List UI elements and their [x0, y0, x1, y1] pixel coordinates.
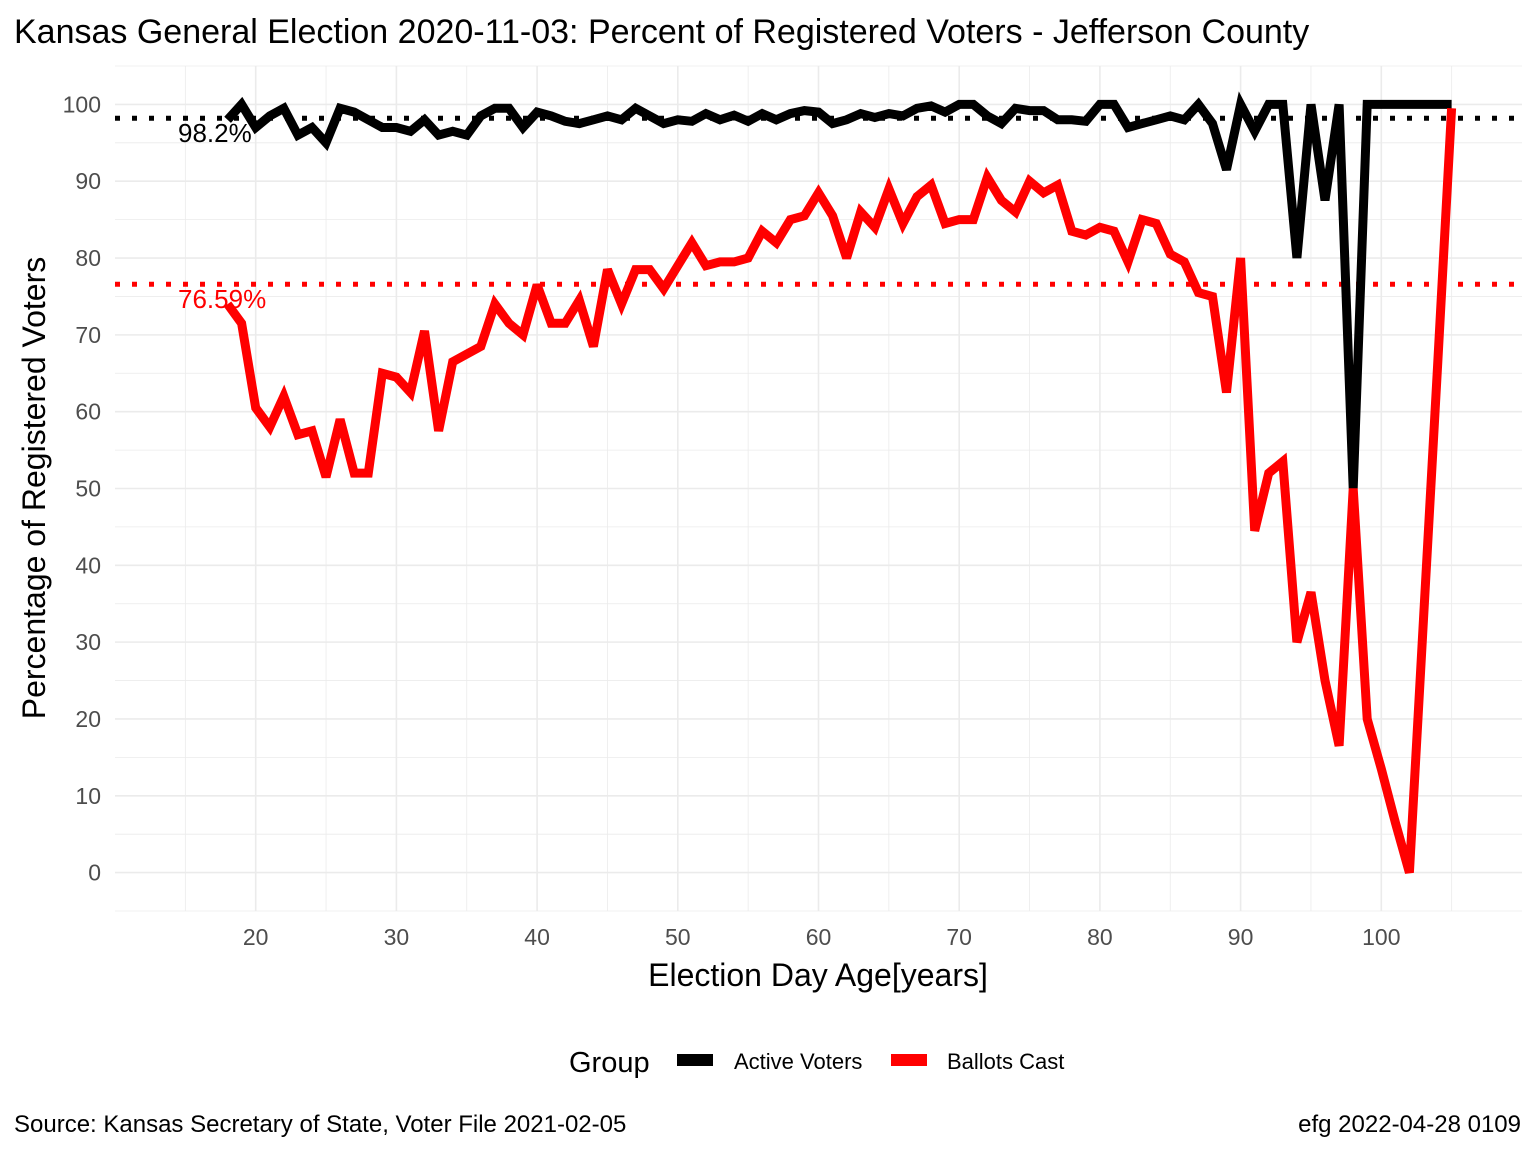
legend-swatch-active-voters	[677, 1054, 713, 1066]
x-tick-label: 60	[806, 924, 832, 950]
y-tick-label: 60	[75, 399, 101, 425]
y-tick-label: 10	[75, 783, 101, 809]
legend-title: Group	[569, 1047, 650, 1079]
y-axis-title: Percentage of Registered Voters	[16, 257, 52, 720]
y-tick-label: 0	[88, 860, 101, 886]
reference-label-ballots-cast: 76.59%	[178, 284, 266, 314]
legend-swatch-ballots-cast	[891, 1054, 927, 1066]
x-tick-label: 90	[1228, 924, 1254, 950]
x-tick-label: 30	[384, 924, 410, 950]
reference-label-active-voters: 98.2%	[178, 118, 252, 148]
y-tick-label: 90	[75, 168, 101, 194]
x-tick-label: 20	[243, 924, 269, 950]
legend-label-ballots-cast: Ballots Cast	[947, 1049, 1064, 1074]
x-tick-label: 40	[524, 924, 550, 950]
series-lines	[223, 91, 1457, 874]
x-tick-label: 80	[1087, 924, 1113, 950]
y-tick-label: 40	[75, 552, 101, 578]
x-tick-label: 100	[1362, 924, 1400, 950]
source-caption: Source: Kansas Secretary of State, Voter…	[14, 1111, 626, 1138]
x-tick-label: 50	[665, 924, 691, 950]
timestamp-caption: efg 2022-04-28 0109	[1298, 1111, 1521, 1138]
y-tick-label: 50	[75, 476, 101, 502]
legend-label-active-voters: Active Voters	[734, 1049, 862, 1074]
y-tick-label: 30	[75, 629, 101, 655]
x-axis-title: Election Day Age[years]	[648, 957, 988, 993]
y-tick-label: 20	[75, 706, 101, 732]
y-tick-label: 100	[63, 91, 101, 117]
y-tick-label: 80	[75, 245, 101, 271]
legend: Group Active Voters Ballots Cast	[569, 1047, 1064, 1079]
series-line-active-voters	[224, 91, 1452, 489]
tick-labels: 20 30 40 50 60 70 80 90 100 0 10 20 30 40 50 60 70 80 90 10…	[63, 91, 1401, 950]
chart-title: Kansas General Election 2020-11-03: Perc…	[14, 13, 1309, 51]
y-tick-label: 70	[75, 322, 101, 348]
x-tick-label: 70	[946, 924, 972, 950]
series-line-ballots-cast	[223, 108, 1457, 874]
